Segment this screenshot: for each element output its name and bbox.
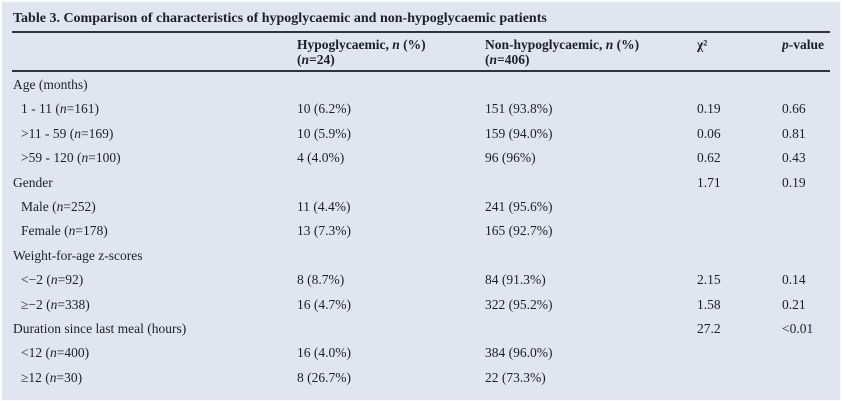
cell-hypoglycaemic: 4 (4.0%) [297, 150, 345, 166]
cell-non-hypoglycaemic: 159 (94.0%) [485, 125, 553, 141]
cell-p-value: 0.43 [782, 150, 806, 166]
cell-p-value: <0.01 [782, 320, 814, 336]
table-row: Age (months) [12, 73, 830, 97]
cell-characteristic: >59 - 120 (n=100) [21, 150, 121, 166]
cell-characteristic: Weight-for-age z-scores [13, 247, 143, 263]
cell-non-hypoglycaemic [485, 73, 697, 97]
cell-characteristic: Male (n=252) [21, 198, 96, 214]
cell-non-hypoglycaemic [485, 171, 697, 195]
table-row: ≥−2 (n=338) 16 (4.7%) 322 (95.2%) 1.58 0.21 [12, 293, 830, 317]
cell-p-value: 0.81 [782, 125, 806, 141]
cell-non-hypoglycaemic: 241 (95.6%) [485, 198, 553, 214]
cell-hypoglycaemic: 16 (4.0%) [297, 345, 351, 361]
cell-chi-square: 0.62 [697, 150, 721, 166]
cell-p-value: 0.19 [782, 174, 806, 190]
cell-characteristic: Duration since last meal (hours) [13, 320, 187, 336]
table-row: <12 (n=400) 16 (4.0%) 384 (96.0%) [12, 341, 830, 365]
header-hypoglycaemic-line2: (n=24) [297, 52, 335, 67]
cell-chi-square [697, 244, 782, 268]
cell-non-hypoglycaemic: 322 (95.2%) [485, 296, 553, 312]
table-row: >11 - 59 (n=169) 10 (5.9%) 159 (94.0%) 0.06… [12, 122, 830, 146]
cell-p-value [782, 341, 830, 365]
cell-p-value: 0.14 [782, 272, 806, 288]
cell-hypoglycaemic: 11 (4.4%) [297, 198, 351, 214]
cell-hypoglycaemic [297, 317, 485, 341]
cell-chi-square: 1.58 [697, 296, 721, 312]
cell-chi-square [697, 219, 782, 243]
table-row: Female (n=178) 13 (7.3%) 165 (92.7%) [12, 219, 830, 243]
header-characteristic [12, 37, 297, 67]
cell-p-value: 0.21 [782, 296, 806, 312]
table-title: Table 3. Comparison of characteristics o… [12, 2, 830, 33]
cell-non-hypoglycaemic: 151 (93.8%) [485, 101, 553, 117]
table-container: Table 3. Comparison of characteristics o… [2, 2, 840, 390]
cell-non-hypoglycaemic: 84 (91.3%) [485, 272, 546, 288]
cell-characteristic: <12 (n=400) [21, 345, 90, 361]
cell-non-hypoglycaemic [485, 244, 697, 268]
cell-non-hypoglycaemic: 165 (92.7%) [485, 223, 553, 239]
cell-characteristic: ≥−2 (n=338) [21, 296, 90, 312]
cell-non-hypoglycaemic: 384 (96.0%) [485, 345, 553, 361]
table-row: <−2 (n=92) 8 (8.7%) 84 (91.3%) 2.15 0.14 [12, 268, 830, 292]
header-p-value-label: p-value [782, 37, 824, 52]
header-p-value: p-value [782, 37, 830, 67]
cell-chi-square: 0.06 [697, 125, 721, 141]
cell-hypoglycaemic: 13 (7.3%) [297, 223, 351, 239]
header-hypoglycaemic-line1: Hypoglycaemic, n (%) [297, 37, 426, 52]
table-row: Weight-for-age z-scores [12, 244, 830, 268]
cell-non-hypoglycaemic [485, 317, 697, 341]
table-row: Male (n=252) 11 (4.4%) 241 (95.6%) [12, 195, 830, 219]
cell-characteristic: Gender [13, 174, 53, 190]
header-chi-square: χ² [697, 37, 782, 67]
cell-p-value [782, 244, 830, 268]
cell-characteristic: 1 - 11 (n=161) [21, 101, 99, 117]
header-non-hypoglycaemic-line2: (n=406) [485, 52, 530, 67]
header-chi-square-label: χ² [697, 37, 708, 52]
cell-characteristic: ≥12 (n=30) [21, 369, 83, 385]
cell-hypoglycaemic: 10 (6.2%) [297, 101, 351, 117]
cell-chi-square: 1.71 [697, 174, 721, 190]
cell-hypoglycaemic: 16 (4.7%) [297, 296, 351, 312]
table-row: Gender 1.71 0.19 [12, 171, 830, 195]
cell-chi-square [697, 195, 782, 219]
cell-chi-square [697, 366, 782, 390]
cell-hypoglycaemic: 8 (26.7%) [297, 369, 351, 385]
cell-chi-square [697, 341, 782, 365]
cell-chi-square: 27.2 [697, 320, 721, 336]
cell-characteristic: >11 - 59 (n=169) [21, 125, 114, 141]
header-hypoglycaemic: Hypoglycaemic, n (%) (n=24) [297, 37, 485, 67]
table-row: 1 - 11 (n=161) 10 (6.2%) 151 (93.8%) 0.19 0.… [12, 97, 830, 121]
cell-hypoglycaemic [297, 171, 485, 195]
table-row: ≥12 (n=30) 8 (26.7%) 22 (73.3%) [12, 366, 830, 390]
cell-p-value [782, 366, 830, 390]
cell-non-hypoglycaemic: 96 (96%) [485, 150, 536, 166]
cell-p-value [782, 195, 830, 219]
table-row: >59 - 120 (n=100) 4 (4.0%) 96 (96%) 0.62 0.4… [12, 146, 830, 170]
cell-characteristic: <−2 (n=92) [21, 272, 84, 288]
cell-characteristic: Age (months) [13, 77, 88, 92]
cell-p-value [782, 219, 830, 243]
table-row: Duration since last meal (hours) 27.2 <0.0… [12, 317, 830, 341]
cell-hypoglycaemic: 8 (8.7%) [297, 272, 345, 288]
table-header-row: Hypoglycaemic, n (%) (n=24) Non-hypoglyc… [12, 33, 830, 72]
cell-p-value: 0.66 [782, 101, 806, 117]
cell-p-value [782, 73, 830, 97]
cell-chi-square: 0.19 [697, 101, 721, 117]
table-body: Age (months) 1 - 11 (n=161) 10 (6.2%) 151 (… [12, 72, 830, 390]
cell-chi-square [697, 73, 782, 97]
cell-non-hypoglycaemic: 22 (73.3%) [485, 369, 546, 385]
cell-characteristic: Female (n=178) [21, 223, 108, 239]
cell-hypoglycaemic: 10 (5.9%) [297, 125, 351, 141]
cell-hypoglycaemic [297, 244, 485, 268]
cell-chi-square: 2.15 [697, 272, 721, 288]
header-non-hypoglycaemic-line1: Non-hypoglycaemic, n (%) [485, 37, 640, 52]
cell-hypoglycaemic [297, 73, 485, 97]
header-non-hypoglycaemic: Non-hypoglycaemic, n (%) (n=406) [485, 37, 697, 67]
